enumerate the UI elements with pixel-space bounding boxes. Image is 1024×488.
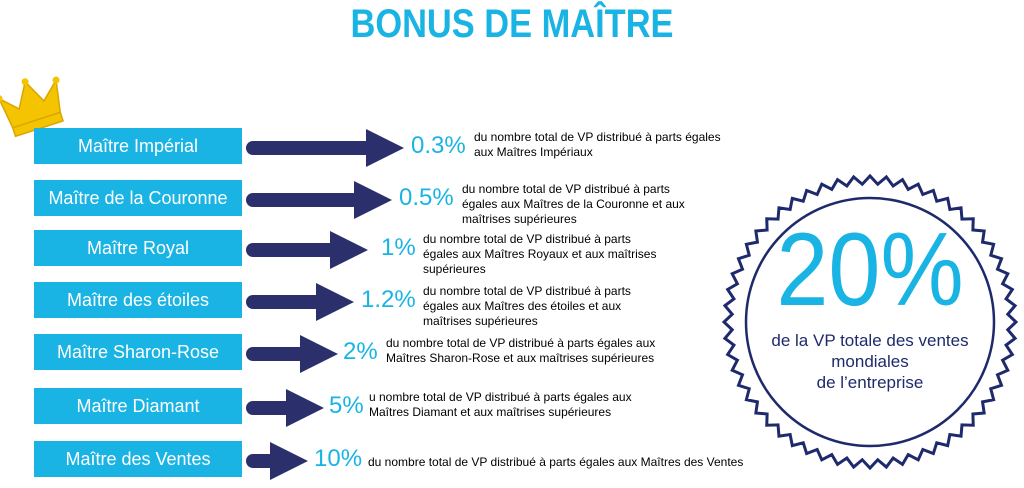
rank-description: du nombre total de VP distribué à parts … xyxy=(462,182,685,226)
percent-value: 0.3% xyxy=(411,132,466,159)
rank-label: Maître Sharon-Rose xyxy=(34,334,242,370)
badge-caption-line: mondiales xyxy=(831,352,909,371)
rank-label: Maître de la Couronne xyxy=(34,180,242,216)
percent-value: 10% xyxy=(314,445,363,472)
rank-description: du nombre total de VP distribué à parts … xyxy=(423,232,657,276)
rank-row-diamant: Maître Diamant 5% u nombre total de VP d… xyxy=(0,388,1024,430)
seal-badge xyxy=(721,173,1019,471)
percent-value: 2% xyxy=(343,338,378,365)
crown-icon xyxy=(0,76,64,138)
arrow-right-icon xyxy=(246,181,392,219)
percent-value: 0.5% xyxy=(399,184,454,211)
rank-label: Maître des étoiles xyxy=(34,282,242,318)
rank-description: u nombre total de VP distribué à parts é… xyxy=(369,390,632,419)
arrow-right-icon xyxy=(246,129,404,167)
rank-label: Maître Diamant xyxy=(34,388,242,424)
rank-label: Maître Royal xyxy=(34,230,242,266)
page-title: BONUS DE MAÎTRE xyxy=(350,2,674,46)
rank-description: du nombre total de VP distribué à parts … xyxy=(386,336,656,365)
arrow-right-icon xyxy=(246,335,338,373)
rank-description: du nombre total de VP distribué à parts … xyxy=(423,284,631,328)
badge-percent: 20% xyxy=(776,212,964,328)
rank-row-imperial: Maître Impérial 0.3% du nombre total de … xyxy=(0,128,1024,170)
percent-value: 5% xyxy=(329,392,364,419)
rank-label: Maître Impérial xyxy=(34,128,242,164)
rank-row-etoiles: Maître des étoiles 1.2% du nombre total … xyxy=(0,282,1024,328)
arrow-right-icon xyxy=(246,442,308,480)
rank-description: du nombre total de VP distribué à parts … xyxy=(368,455,744,469)
percent-value: 1% xyxy=(381,234,416,261)
arrow-right-icon xyxy=(246,389,324,427)
badge-caption-line: de la VP totale des ventes xyxy=(771,331,969,350)
arrow-right-icon xyxy=(246,283,354,321)
badge-caption: de la VP totale des ventes mondiales de … xyxy=(740,330,1000,393)
rank-description: du nombre total de VP distribué à parts … xyxy=(474,130,721,159)
rank-label: Maître des Ventes xyxy=(34,441,242,477)
badge-caption-line: de l’entreprise xyxy=(816,373,924,392)
arrow-right-icon xyxy=(246,231,368,269)
rank-row-ventes: Maître des Ventes 10% du nombre total de… xyxy=(0,441,1024,483)
percent-value: 1.2% xyxy=(361,286,416,313)
rank-row-sharon-rose: Maître Sharon-Rose 2% du nombre total de… xyxy=(0,334,1024,376)
rank-row-royal: Maître Royal 1% du nombre total de VP di… xyxy=(0,230,1024,276)
rank-row-couronne: Maître de la Couronne 0.5% du nombre tot… xyxy=(0,180,1024,226)
